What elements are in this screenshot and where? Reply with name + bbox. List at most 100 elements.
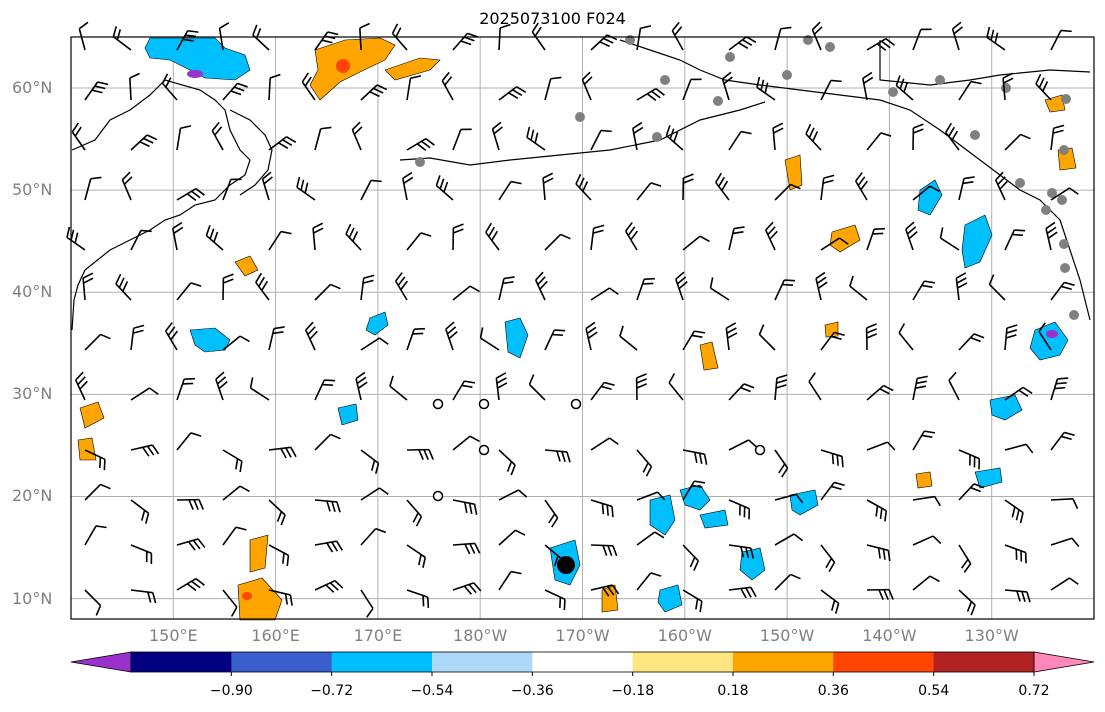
- wind-barb: [1050, 537, 1080, 547]
- wind-barb: [360, 449, 380, 474]
- wind-barb: [360, 589, 374, 618]
- colorbar-tick-label: −0.72: [310, 683, 354, 699]
- wind-barb: [176, 377, 195, 401]
- wind-barb: [268, 544, 290, 567]
- wind-barb: [406, 137, 435, 151]
- wind-barb: [905, 221, 918, 251]
- wind-barb: [756, 76, 776, 101]
- wind-barb: [314, 379, 336, 401]
- wind-barb: [205, 225, 224, 251]
- negative-patch: [1029, 321, 1069, 361]
- colorbar-extend-low: [70, 651, 132, 673]
- wind-barb: [360, 274, 375, 301]
- wind-barb: [951, 21, 963, 51]
- negative-patch: [144, 37, 251, 81]
- wind-barb: [1004, 544, 1027, 564]
- wind-barb: [84, 589, 102, 616]
- negative-patch: [961, 214, 993, 269]
- colorbar-tick-label: 0.36: [817, 683, 849, 699]
- station-dot: [1001, 83, 1011, 93]
- station-dot: [660, 75, 670, 85]
- positive-core: [242, 592, 252, 600]
- wind-barb: [351, 121, 363, 151]
- wind-barb: [360, 527, 387, 546]
- colorbar-tick-label: 0.18: [717, 683, 749, 699]
- station-dot: [782, 70, 792, 80]
- wind-barb: [71, 122, 86, 151]
- wind-barb: [176, 187, 205, 201]
- wind-barb: [958, 80, 982, 101]
- colorbar-tick-label: 0.72: [1018, 683, 1050, 699]
- colorbar-tick-label: −0.90: [209, 683, 253, 699]
- negative-patch: [657, 584, 683, 613]
- longitude-label: 140°W: [862, 626, 917, 645]
- wind-barb: [222, 82, 248, 101]
- kamchatka-coast: [229, 109, 273, 196]
- positive-patch: [249, 534, 269, 573]
- wind-barb: [360, 179, 382, 201]
- wind-barb: [222, 273, 234, 301]
- wind-barb: [1038, 322, 1052, 351]
- wind-barb: [866, 37, 895, 51]
- wind-barb: [728, 36, 757, 51]
- wind-barb: [682, 589, 703, 613]
- station-dot: [652, 132, 662, 142]
- gridlines: [71, 37, 1094, 619]
- wind-barb: [1004, 229, 1026, 251]
- wind-barb: [774, 493, 804, 504]
- wind-barb: [1050, 29, 1072, 51]
- wind-barb: [958, 176, 975, 201]
- negative-core: [187, 70, 203, 78]
- wind-barb: [268, 230, 292, 251]
- wind-barb: [406, 75, 422, 101]
- wind-barb: [112, 26, 132, 51]
- wind-barb: [491, 121, 503, 151]
- wind-barb: [955, 272, 968, 301]
- wind-barb: [452, 128, 472, 151]
- wind-barb: [725, 322, 738, 351]
- wind-barb: [728, 499, 751, 520]
- wind-barb: [130, 324, 145, 351]
- longitude-label: 130°W: [964, 626, 1019, 645]
- negative-patch: [337, 403, 359, 426]
- wind-barb: [314, 433, 341, 451]
- wind-barb: [84, 449, 106, 471]
- wind-barb: [912, 375, 928, 401]
- wind-barb: [912, 495, 941, 507]
- colorbar-tick-label: −0.18: [611, 683, 655, 699]
- wind-barb: [222, 589, 238, 617]
- wind-barb: [544, 499, 559, 528]
- colorbar: [70, 651, 1095, 676]
- wind-barb: [665, 125, 684, 151]
- wind-barb: [815, 271, 828, 301]
- wind-barb: [912, 430, 936, 451]
- wind-barb: [498, 86, 527, 101]
- northern-border: [879, 40, 1091, 86]
- wind-barb: [394, 272, 408, 301]
- wind-barb: [301, 72, 316, 101]
- colorbar-segment: [833, 652, 935, 672]
- wind-barb: [360, 84, 388, 101]
- wind-barb: [345, 223, 362, 251]
- wind-barb: [774, 183, 801, 201]
- wind-barb: [314, 540, 344, 553]
- station-dot: [725, 52, 735, 62]
- wind-barb: [590, 499, 614, 518]
- station-dot: [1059, 239, 1069, 249]
- wind-barb: [314, 126, 332, 151]
- wind-barb: [682, 173, 694, 201]
- positive-patch: [237, 577, 283, 621]
- wind-barb: [249, 377, 270, 401]
- wind-barb: [585, 321, 598, 351]
- wind-barb: [849, 275, 868, 301]
- wind-barb: [624, 222, 638, 251]
- longitude-label: 160°W: [657, 626, 712, 645]
- wind-barb: [866, 132, 892, 151]
- wind-barb: [84, 525, 107, 546]
- wind-barb: [635, 373, 648, 401]
- wind-barb: [130, 387, 159, 401]
- wind-barb: [590, 437, 619, 451]
- wind-barb: [668, 373, 684, 401]
- positive-patch: [915, 471, 933, 489]
- wind-barb: [312, 222, 324, 251]
